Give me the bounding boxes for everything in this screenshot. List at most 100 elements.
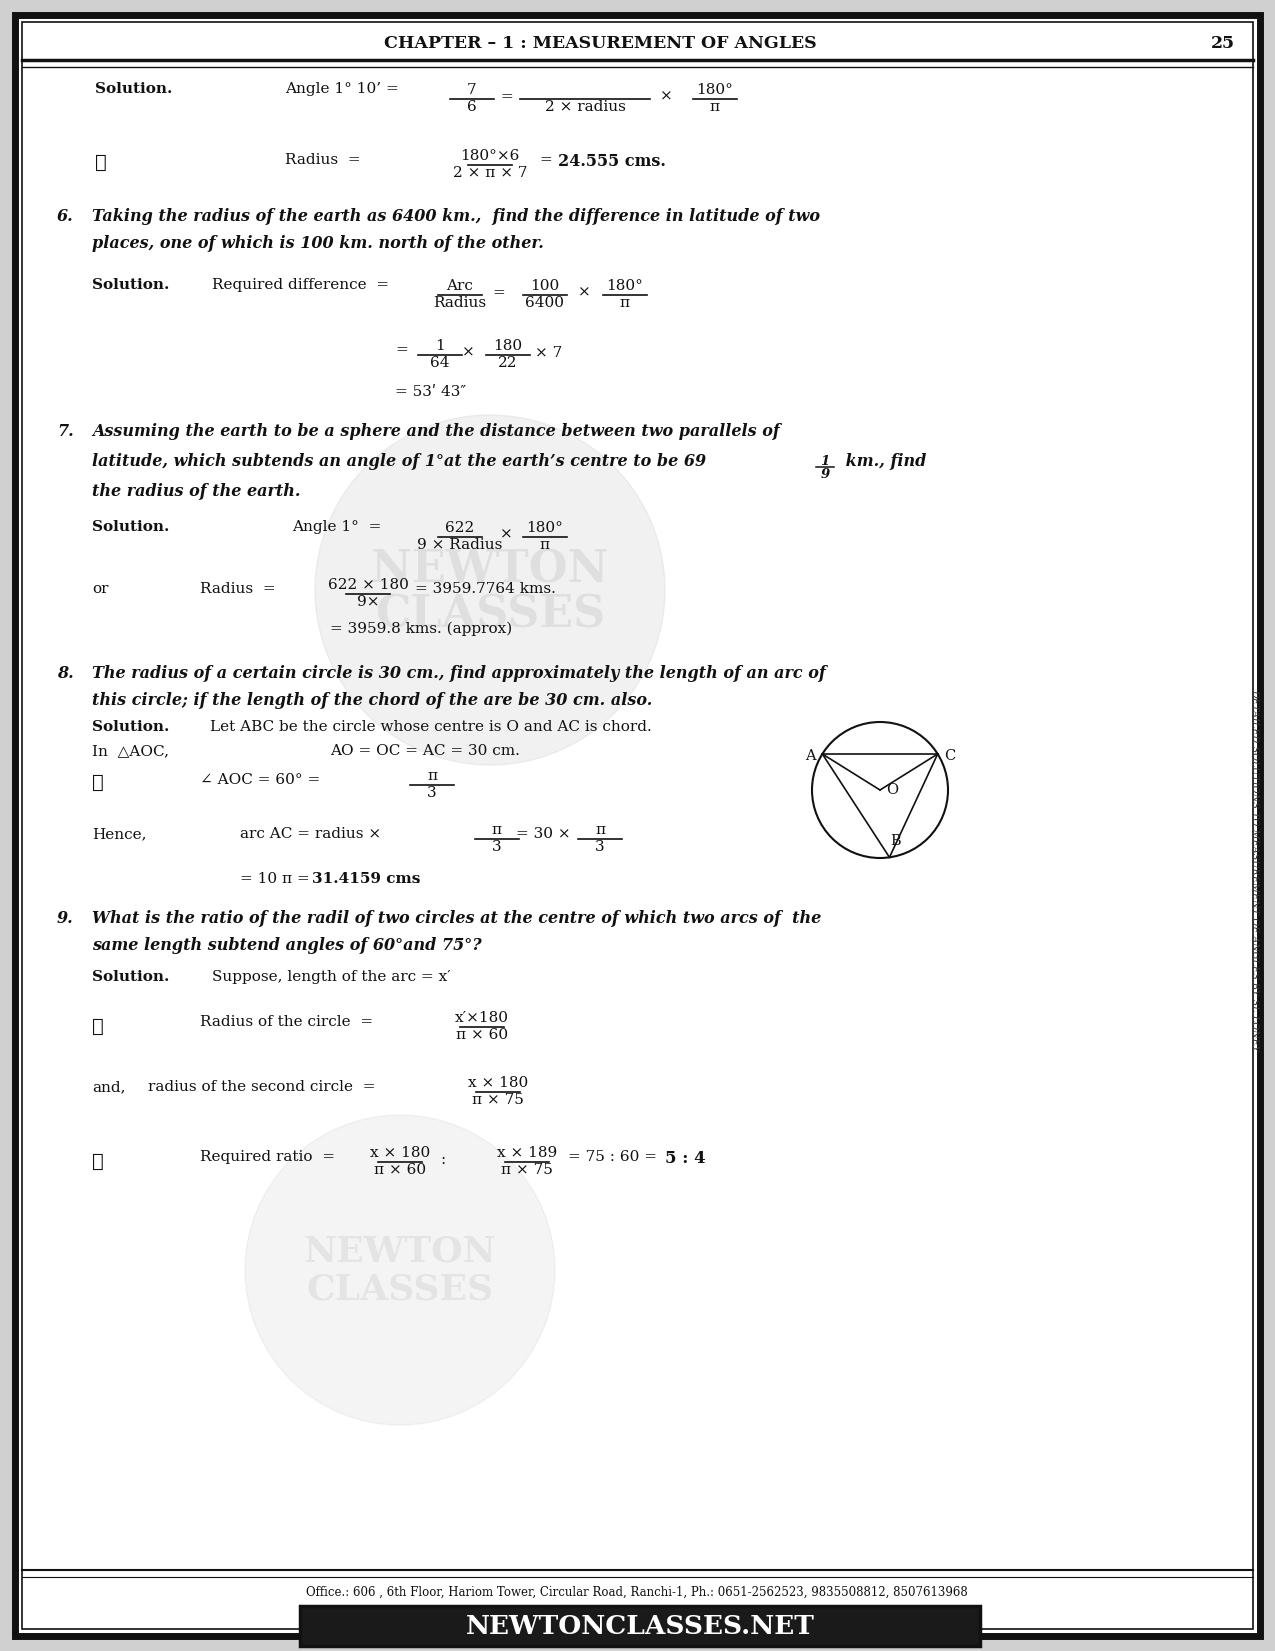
Text: Angle 1°  =: Angle 1° = (292, 520, 381, 533)
Text: × 7: × 7 (536, 347, 562, 360)
Text: 100: 100 (530, 279, 560, 292)
Text: = 3959.7764 kms.: = 3959.7764 kms. (414, 583, 556, 596)
Text: this circle; if the length of the chord of the are be 30 cm. also.: this circle; if the length of the chord … (92, 692, 653, 708)
Text: ×: × (660, 91, 673, 104)
Text: x × 180: x × 180 (370, 1146, 430, 1161)
Text: π: π (620, 296, 630, 310)
Text: Required ratio  =: Required ratio = (200, 1151, 335, 1164)
Text: 180°: 180° (607, 279, 644, 292)
Circle shape (245, 1114, 555, 1425)
Text: AO = OC = AC = 30 cm.: AO = OC = AC = 30 cm. (330, 745, 520, 758)
Text: places, one of which is 100 km. north of the other.: places, one of which is 100 km. north of… (92, 234, 544, 253)
Circle shape (315, 414, 666, 764)
Text: 31.4159 cms: 31.4159 cms (312, 872, 421, 887)
Text: π: π (492, 822, 502, 837)
Text: Radius of the circle  =: Radius of the circle = (200, 1015, 374, 1029)
Text: Required difference  =: Required difference = (212, 277, 389, 292)
Text: 3: 3 (492, 840, 502, 854)
Text: π: π (595, 822, 606, 837)
Text: x′×180: x′×180 (455, 1010, 509, 1025)
Text: O: O (886, 783, 898, 797)
Text: 22: 22 (499, 357, 518, 370)
Text: 622: 622 (445, 522, 474, 535)
Text: arc AC = radius ×: arc AC = radius × (240, 827, 381, 840)
Text: π × 60: π × 60 (456, 1029, 507, 1042)
Text: ×: × (578, 286, 590, 300)
Text: 9: 9 (820, 467, 830, 480)
Text: Solution.: Solution. (92, 277, 170, 292)
Text: 622 × 180: 622 × 180 (328, 578, 408, 593)
Text: = 75 : 60 =: = 75 : 60 = (567, 1151, 657, 1164)
Text: 180°: 180° (527, 522, 564, 535)
Text: 2 × radius: 2 × radius (544, 101, 626, 114)
Text: 180: 180 (493, 338, 523, 353)
Text: 1: 1 (435, 338, 445, 353)
Text: x × 189: x × 189 (497, 1146, 557, 1161)
Text: ×: × (500, 528, 513, 542)
Text: In  △AOC,: In △AOC, (92, 745, 170, 758)
Text: CLASSES: CLASSES (375, 593, 606, 637)
Text: Solution.: Solution. (92, 720, 170, 735)
Text: A: A (805, 750, 816, 763)
Text: 6.: 6. (57, 208, 74, 225)
Text: 6400: 6400 (525, 296, 565, 310)
Text: and,: and, (92, 1080, 125, 1095)
Text: 180°×6: 180°×6 (460, 149, 520, 163)
Text: :: : (440, 1152, 445, 1167)
Text: 3: 3 (427, 786, 437, 801)
Text: = 53ʹ 43″: = 53ʹ 43″ (395, 385, 467, 400)
Text: π × 75: π × 75 (501, 1162, 553, 1177)
Text: 180°: 180° (696, 83, 733, 97)
Text: =: = (492, 286, 505, 300)
Text: B: B (890, 834, 900, 849)
Text: What is the ratio of the radil of two circles at the centre of which two arcs of: What is the ratio of the radil of two ci… (92, 910, 821, 926)
Text: π: π (539, 538, 550, 551)
Text: ∴: ∴ (92, 1019, 103, 1035)
Text: = 10 π =: = 10 π = (240, 872, 315, 887)
Text: Angle 1° 10’ =: Angle 1° 10’ = (286, 83, 399, 96)
Text: NEWTON: NEWTON (303, 1235, 496, 1270)
Text: ∴: ∴ (92, 774, 103, 792)
Text: Hence,: Hence, (92, 827, 147, 840)
Text: =: = (395, 343, 408, 357)
Text: NEWTON: NEWTON (371, 548, 608, 591)
Text: ∴: ∴ (92, 1152, 103, 1171)
Text: .: . (416, 872, 421, 887)
Text: 9.: 9. (57, 910, 74, 926)
Text: The radius of a certain circle is 30 cm., find approximately the length of an ar: The radius of a certain circle is 30 cm.… (92, 665, 826, 682)
Text: 25: 25 (1211, 36, 1235, 53)
FancyBboxPatch shape (300, 1606, 980, 1646)
Text: =: = (541, 154, 557, 167)
Text: Let ABC be the circle whose centre is O and AC is chord.: Let ABC be the circle whose centre is O … (210, 720, 652, 735)
Text: C: C (944, 750, 955, 763)
Text: 2 × π × 7: 2 × π × 7 (453, 167, 528, 180)
Text: CHAPTER – 1 : MEASUREMENT OF ANGLES: CHAPTER – 1 : MEASUREMENT OF ANGLES (384, 36, 816, 53)
Text: π × 60: π × 60 (374, 1162, 426, 1177)
Text: = 3959.8 kms. (approx): = 3959.8 kms. (approx) (330, 622, 513, 636)
Text: 3: 3 (595, 840, 604, 854)
Text: = 30 ×: = 30 × (516, 827, 571, 840)
Text: Solution.: Solution. (92, 971, 170, 984)
Text: 9 × Radius: 9 × Radius (417, 538, 502, 551)
Text: ×: × (462, 347, 474, 360)
Text: Solution.: Solution. (96, 83, 172, 96)
Text: km., find: km., find (840, 452, 927, 471)
Text: NEWTONCLASSES.NET: NEWTONCLASSES.NET (465, 1613, 815, 1638)
Text: 9×: 9× (357, 594, 379, 609)
Text: 7.: 7. (57, 423, 74, 441)
FancyBboxPatch shape (15, 15, 1260, 1636)
Text: π: π (427, 769, 437, 783)
Text: 24.555 cms.: 24.555 cms. (558, 154, 666, 170)
Text: =: = (500, 91, 513, 104)
Text: 6: 6 (467, 101, 477, 114)
Text: Radius: Radius (434, 296, 487, 310)
Text: Taking the radius of the earth as 6400 km.,  find the difference in latitude of : Taking the radius of the earth as 6400 k… (92, 208, 820, 225)
Text: 8.: 8. (57, 665, 74, 682)
Text: Office.: 606 , 6th Floor, Hariom Tower, Circular Road, Ranchi-1, Ph.: 0651-25625: Office.: 606 , 6th Floor, Hariom Tower, … (306, 1585, 968, 1598)
Text: or: or (92, 583, 108, 596)
Text: Arc: Arc (446, 279, 473, 292)
Text: ∴: ∴ (96, 154, 107, 172)
Text: the radius of the earth.: the radius of the earth. (92, 484, 301, 500)
Text: radius of the second circle  =: radius of the second circle = (148, 1080, 376, 1095)
Text: DETAILED SOLUTIONS TO MEASUREMENT OF ANGLES BY SL LONEY: DETAILED SOLUTIONS TO MEASUREMENT OF ANG… (1251, 688, 1260, 1052)
